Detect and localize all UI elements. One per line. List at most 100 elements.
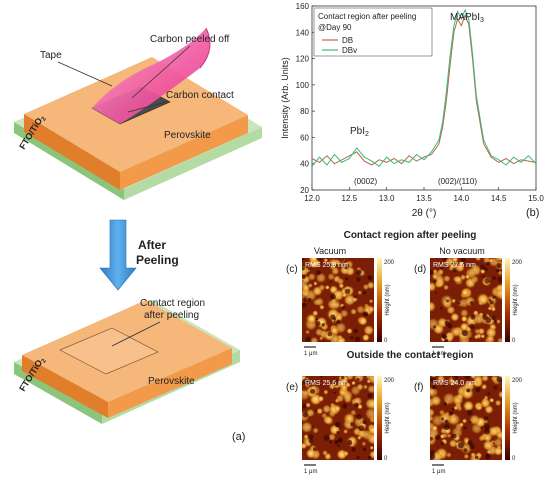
panel-a-label: (a) [232,431,245,443]
colorbar-min: 0 [384,338,388,344]
panel-b-label: (b) [526,207,539,219]
x-tick-label: 13.5 [416,194,432,203]
afm-panel-label: (c) [286,264,298,275]
colorbar-max: 200 [512,260,523,266]
label-perovskite-bottom: Perovskite [148,376,195,387]
y-tick-label: 20 [300,186,309,195]
perovskite-left-face [24,114,120,190]
label-perovskite-top: Perovskite [164,130,211,141]
colorbar [377,376,382,460]
afm-grains [430,376,502,460]
substrate-right-face [124,127,262,200]
y-axis-label: Intensity (Arb. Units) [280,57,290,139]
leader-carbon-peeled [131,45,191,99]
hkl-002-110: (002)/(110) [438,177,477,186]
afm-images: (c) RMS 25.9 nm 200 0 Height (nm) 1 μm (d) RMS … [286,258,523,475]
y-tick-label: 120 [296,55,310,64]
panel-a: Tape Carbon peeled off Carbon contact Pe… [14,27,262,443]
afm-panel-label: (d) [414,264,426,275]
colorbar [377,258,382,342]
leader-carbon-contact [127,101,167,113]
afm-grains [430,258,502,342]
afm-title-c: Vacuum [314,246,346,256]
legend-db: DB [342,36,353,45]
leader-contact-region [111,321,161,347]
colorbar-min: 0 [384,456,388,462]
x-axis-label: 2θ (°) [412,208,437,219]
afm-panel-e: (e) RMS 25.6 nm 200 0 Height (nm) 1 μm [286,376,395,475]
y-tick-label: 100 [296,81,310,90]
x-tick-label: 12.0 [304,194,320,203]
afm-title-d: No vacuum [439,246,485,256]
scale-bar-label: 1 μm [304,469,317,475]
label-carbon-contact: Carbon contact [166,90,234,101]
colorbar-max: 200 [384,260,395,266]
colorbar-label: Height (nm) [385,402,391,433]
label-tape: Tape [40,50,62,61]
y-tick-label: 60 [300,133,309,142]
label-after: After [138,238,166,252]
device-before-peeling [14,27,262,200]
afm-panel-c: (c) RMS 25.9 nm 200 0 Height (nm) 1 μm [286,258,395,357]
scale-bar-label: 1 μm [304,351,317,357]
colorbar-max: 200 [512,378,523,384]
legend-dbv: DBv [342,46,357,55]
label-carbon-peeled: Carbon peeled off [150,34,230,45]
colorbar-min: 0 [512,338,516,344]
y-ticks: 20 40 60 80 100 120 140 160 [296,2,315,195]
legend-box [313,7,433,57]
y-tick-label: 80 [300,107,309,116]
legend-subtitle: @Day 90 [318,23,352,32]
y-tick-label: 160 [296,2,310,11]
x-tick-label: 14.5 [491,194,507,203]
peak-mapbi3: MAPbI3 [450,12,484,24]
afm-title-bottom: Outside the contact region [347,350,474,361]
y-tick-label: 140 [296,28,310,37]
legend: Contact region after peeling @Day 90 DB … [313,7,433,57]
colorbar [505,376,510,460]
colorbar-min: 0 [512,456,516,462]
perovskite-right-face-2 [108,348,232,418]
after-peeling-arrow [99,219,137,291]
scale-bar-label: 1 μm [432,351,445,357]
panel-b-chart: 20 40 60 80 100 120 140 160 12.0 12.5 13.0 13.5 14.… [280,2,544,219]
series-line-dbv [311,8,537,167]
perovskite-left-face-2 [22,355,108,418]
series-line-db [311,13,537,166]
afm-rms-label: RMS 25.6 nm [305,380,348,387]
tape [92,28,211,124]
afm-title-top: Contact region after peeling [344,230,477,241]
x-tick-label: 12.5 [342,194,358,203]
leader-tape [57,61,113,87]
colorbar-max: 200 [384,378,395,384]
colorbar-label: Height (nm) [385,284,391,315]
colorbar-label: Height (nm) [513,284,519,315]
x-tick-label: 14.0 [454,194,470,203]
afm-panel-label: (e) [286,382,298,393]
afm-rms-label: RMS 24.0 nm [433,380,476,387]
perovskite-right-face [120,115,248,190]
series-lines [311,8,537,167]
contact-region-outline [59,327,159,375]
label-contact-region-1: Contact region [140,298,205,309]
afm-section: Contact region after peeling Vacuum No v… [286,230,523,475]
peak-pbi2: PbI2 [350,126,369,138]
label-contact-region-2: after peeling [144,310,199,321]
tape-edge [199,27,211,69]
afm-rms-label: RMS 27.6 nm [433,262,476,269]
y-tick-label: 40 [300,160,309,169]
afm-panel-d: (d) RMS 27.6 nm 200 0 Height (nm) 1 μm [414,258,523,357]
afm-grains [302,376,374,460]
hkl-0002: (0002) [354,177,377,186]
label-peeling: Peeling [136,253,179,267]
colorbar-label: Height (nm) [513,402,519,433]
afm-grains [302,258,374,342]
afm-panel-label: (f) [414,382,423,393]
colorbar [505,258,510,342]
afm-panel-f: (f) RMS 24.0 nm 200 0 Height (nm) 1 μm [414,376,523,475]
device-after-peeling [14,300,240,424]
afm-rms-label: RMS 25.9 nm [305,262,348,269]
x-ticks: 12.0 12.5 13.0 13.5 14.0 14.5 15.0 [304,187,544,203]
legend-title: Contact region after peeling [318,12,416,21]
